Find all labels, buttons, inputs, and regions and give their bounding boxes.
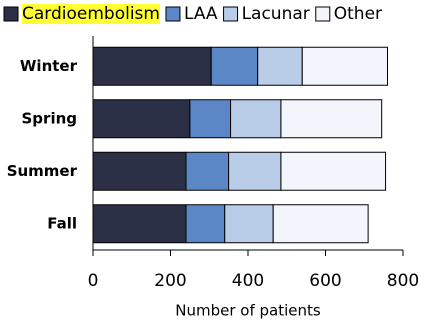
legend-label: Lacunar	[242, 4, 310, 24]
bar-segment	[257, 46, 303, 86]
legend-item: Lacunar	[223, 4, 310, 24]
bar-segment	[280, 99, 383, 139]
y-tick-label: Summer	[7, 162, 78, 180]
bar-segment	[210, 46, 259, 86]
x-tick-label: 200	[154, 271, 186, 291]
bar-segment	[189, 99, 232, 139]
x-tick-label: 600	[309, 271, 341, 291]
legend-swatch	[315, 6, 331, 22]
bar-segment	[228, 151, 282, 191]
bar-segment	[185, 204, 226, 244]
legend-item: LAA	[165, 4, 218, 24]
x-tick-label: 400	[232, 271, 264, 291]
x-axis-label: Number of patients	[175, 302, 321, 320]
bar-segment	[272, 204, 369, 244]
legend-item: Cardioembolism	[3, 4, 160, 24]
legend-swatch	[3, 6, 19, 22]
y-tick-label: Winter	[20, 57, 78, 75]
bar-segment	[224, 204, 274, 244]
legend-label: LAA	[184, 4, 218, 24]
bar-segment	[92, 99, 191, 139]
legend-swatch	[165, 6, 181, 22]
y-tick-label: Fall	[47, 214, 77, 232]
legend-item: Other	[315, 4, 382, 24]
bar-segment	[185, 151, 230, 191]
legend-label: Other	[334, 4, 382, 24]
legend-label: Cardioembolism	[22, 4, 160, 24]
bar-segment	[280, 151, 387, 191]
x-tick-label: 800	[387, 271, 419, 291]
bar-segment	[92, 46, 212, 86]
bar-segment	[92, 151, 187, 191]
legend-swatch	[223, 6, 239, 22]
x-tick-label: 0	[88, 271, 99, 291]
legend-highlight	[22, 4, 160, 24]
y-tick-label: Spring	[22, 109, 78, 127]
bar-segment	[230, 99, 282, 139]
bar-segment	[301, 46, 388, 86]
bar-segment	[92, 204, 187, 244]
